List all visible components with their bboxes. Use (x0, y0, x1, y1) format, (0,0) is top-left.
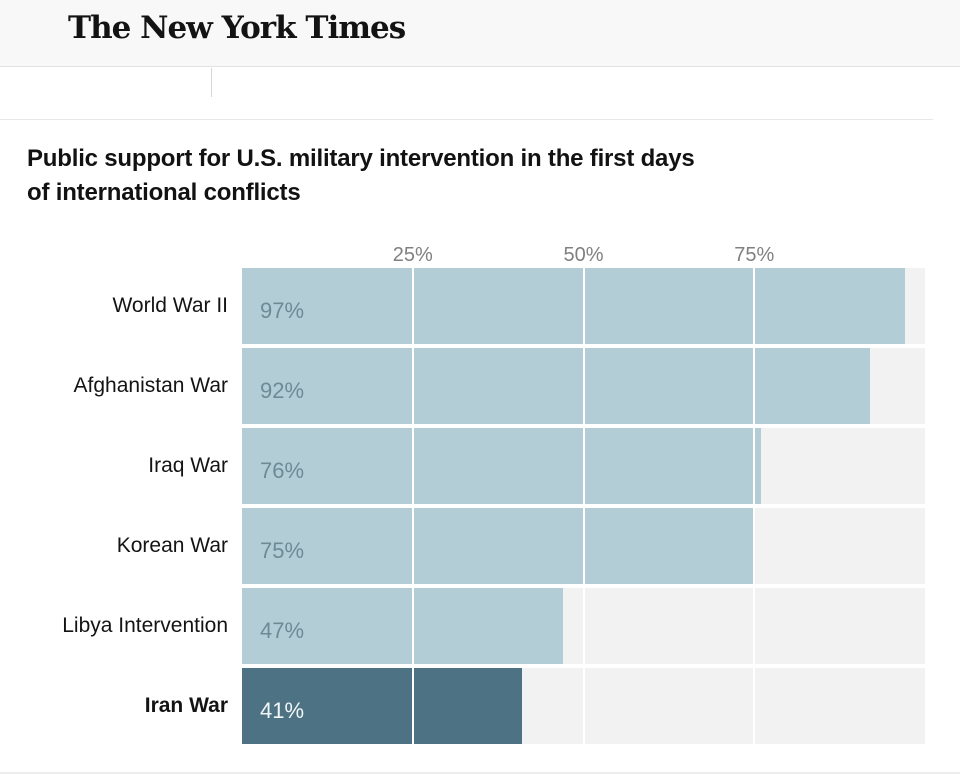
chart-rows: World War II 97% Afghanistan War 92% Iraq Wa… (0, 268, 960, 748)
chart-row: Korean War 75% (0, 508, 960, 584)
chart-row: Afghanistan War 92% (0, 348, 960, 424)
bar (242, 268, 905, 344)
bar (242, 588, 563, 664)
gridline (411, 268, 414, 744)
bar (242, 348, 871, 424)
bar-value-label: 47% (260, 618, 305, 643)
x-tick-label: 50% (563, 244, 604, 266)
bar-value-label: 92% (260, 378, 305, 403)
chart-row: Iraq War 76% (0, 428, 960, 504)
chart-title-line2: of international conflicts (27, 179, 301, 206)
bar-value-label: 75% (260, 538, 305, 563)
row-label: Afghanistan War (73, 374, 228, 397)
bar-value-label: 41% (260, 698, 305, 723)
bar-value-label: 97% (260, 298, 305, 323)
bar (242, 508, 755, 584)
chart-title-line1: Public support for U.S. military interve… (27, 145, 695, 172)
x-tick-label: 25% (392, 244, 433, 266)
vertical-divider (211, 68, 212, 97)
bar (242, 428, 762, 504)
gridline (753, 268, 756, 744)
nyt-logo[interactable]: The New York Times (68, 10, 406, 46)
bar (242, 668, 523, 744)
chart-row: World War II 97% (0, 268, 960, 344)
chart-row: Libya Intervention 47% (0, 588, 960, 664)
masthead: The New York Times (0, 0, 960, 67)
chart-row: Iran War 41% (0, 668, 960, 744)
row-label: Iraq War (148, 454, 228, 477)
chart-title: Public support for U.S. military interve… (27, 142, 827, 210)
row-label: Korean War (116, 534, 228, 557)
bar-chart: 25% 50% 75% World War II 97% Afghanistan War… (0, 240, 960, 750)
top-rule (0, 119, 933, 120)
gridline (582, 268, 585, 744)
x-tick-label: 75% (734, 244, 775, 266)
row-label: Iran War (144, 694, 228, 717)
row-label: World War II (112, 294, 228, 317)
bar-value-label: 76% (260, 458, 305, 483)
row-label: Libya Intervention (62, 614, 228, 637)
bottom-rule (0, 772, 960, 774)
